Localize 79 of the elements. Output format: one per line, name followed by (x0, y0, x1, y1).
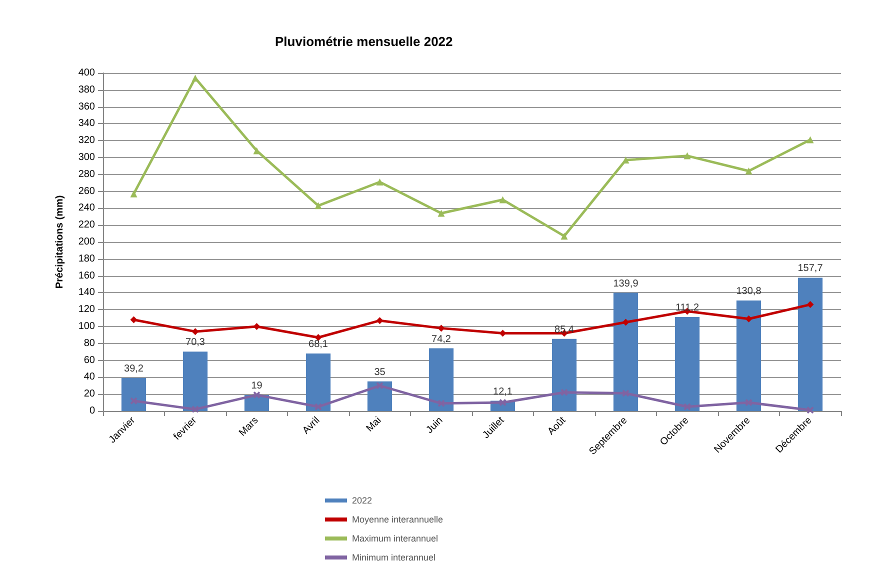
point (622, 156, 630, 164)
y-tick-label: 180 (78, 253, 96, 264)
y-tick-label: 60 (84, 354, 96, 366)
y-tick-label: 320 (78, 135, 96, 146)
y-tick-label: 240 (78, 202, 96, 214)
bar (121, 378, 146, 411)
y-tick-label: 100 (78, 321, 96, 332)
y-tick-label: 340 (78, 118, 96, 130)
point (438, 324, 445, 332)
point (806, 301, 814, 308)
data-label: 111,2 (675, 302, 700, 314)
y-tick-label: 120 (78, 304, 96, 316)
bar (798, 278, 823, 411)
bar (736, 300, 762, 411)
y-axis-title: Précipitations (mm) (54, 195, 66, 289)
point (622, 318, 630, 326)
y-tick-label: 360 (78, 101, 96, 112)
point (253, 391, 260, 398)
y-tick-label: 220 (78, 220, 96, 231)
bar (182, 352, 208, 411)
point (314, 403, 322, 410)
bar (306, 353, 331, 411)
y-tick-label: 40 (84, 372, 96, 383)
point (192, 406, 199, 413)
point (253, 323, 260, 330)
legend-label: 2022 (352, 496, 372, 506)
data-label: 70,3 (186, 337, 206, 348)
y-tick-label: 260 (78, 186, 96, 197)
y-tick-label: 140 (78, 287, 96, 298)
point (622, 390, 630, 397)
legend-label: Minimum interannuel (352, 552, 436, 562)
y-tick-label: 0 (89, 406, 96, 416)
legend-label: Maximum interannuel (352, 534, 438, 544)
y-tick-label: 300 (78, 152, 96, 163)
bar (674, 317, 700, 411)
data-label: 157,7 (798, 263, 824, 274)
data-label: 130,8 (736, 286, 762, 297)
point (130, 397, 138, 404)
point (376, 382, 384, 390)
point (438, 400, 445, 407)
bar (428, 348, 454, 411)
data-label: 19 (251, 380, 263, 392)
point (806, 136, 814, 144)
point (376, 178, 384, 186)
y-tick-label: 380 (78, 84, 96, 96)
data-label: 68,1 (308, 338, 328, 350)
y-tick-label: 280 (78, 168, 96, 180)
x-tick-label: Juin (424, 415, 446, 436)
point (376, 317, 384, 324)
point (130, 316, 138, 324)
point (745, 168, 752, 175)
point (560, 232, 568, 240)
point (499, 196, 506, 204)
data-label: 12,1 (493, 386, 513, 398)
point (745, 315, 752, 322)
chart-title: Pluviométrie mensuelle 2022 (275, 34, 453, 49)
point (684, 403, 691, 410)
bar (613, 292, 638, 411)
point (192, 74, 199, 82)
x-tick-label: Mai (364, 415, 384, 434)
data-label: 139,9 (613, 278, 639, 290)
data-label: 35 (374, 366, 386, 378)
y-tick-label: 400 (78, 68, 96, 78)
point (314, 202, 322, 210)
data-label: 74,2 (432, 334, 452, 345)
point (806, 406, 814, 414)
y-tick-label: 200 (78, 236, 96, 248)
legend-label: Moyenne interannuelle (352, 514, 444, 524)
point (560, 388, 568, 396)
point (130, 190, 138, 198)
point (192, 328, 199, 336)
y-tick-label: 20 (84, 388, 96, 400)
point (745, 399, 752, 406)
data-label: 39,2 (124, 363, 144, 374)
y-tick-label: 160 (78, 270, 96, 282)
point (438, 210, 445, 217)
bar (552, 338, 577, 411)
point (684, 152, 691, 160)
y-tick-label: 80 (84, 338, 96, 349)
